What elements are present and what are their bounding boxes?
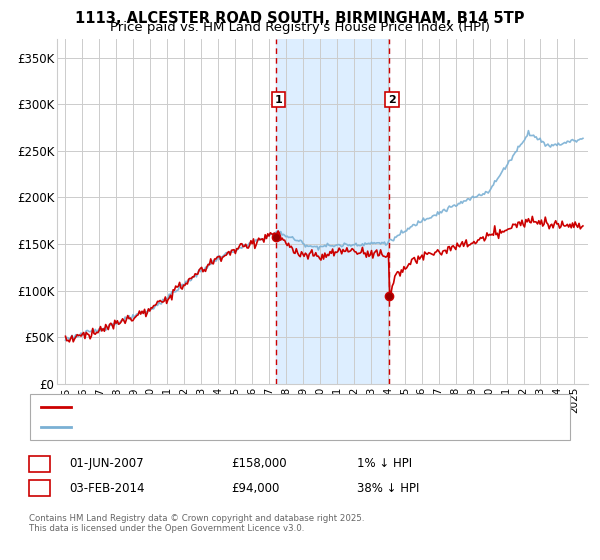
- Text: 1% ↓ HPI: 1% ↓ HPI: [357, 457, 412, 470]
- Text: 1: 1: [35, 457, 44, 470]
- Bar: [276, 39, 389, 384]
- Text: 2: 2: [388, 95, 396, 105]
- Text: 2: 2: [35, 482, 44, 495]
- Text: Price paid vs. HM Land Registry's House Price Index (HPI): Price paid vs. HM Land Registry's House …: [110, 21, 490, 34]
- Text: £158,000: £158,000: [231, 457, 287, 470]
- Text: 1113, ALCESTER ROAD SOUTH, BIRMINGHAM, B14 5TP: 1113, ALCESTER ROAD SOUTH, BIRMINGHAM, B…: [75, 11, 525, 26]
- Text: £94,000: £94,000: [231, 482, 280, 495]
- Text: 1: 1: [275, 95, 283, 105]
- Text: HPI: Average price, semi-detached house, Birmingham: HPI: Average price, semi-detached house,…: [77, 422, 362, 432]
- Text: Contains HM Land Registry data © Crown copyright and database right 2025.
This d: Contains HM Land Registry data © Crown c…: [29, 514, 364, 534]
- Text: 01-JUN-2007: 01-JUN-2007: [69, 457, 143, 470]
- Text: 38% ↓ HPI: 38% ↓ HPI: [357, 482, 419, 495]
- Text: 1113, ALCESTER ROAD SOUTH, BIRMINGHAM, B14 5TP (semi-detached house): 1113, ALCESTER ROAD SOUTH, BIRMINGHAM, B…: [77, 402, 485, 412]
- Text: 03-FEB-2014: 03-FEB-2014: [69, 482, 145, 495]
